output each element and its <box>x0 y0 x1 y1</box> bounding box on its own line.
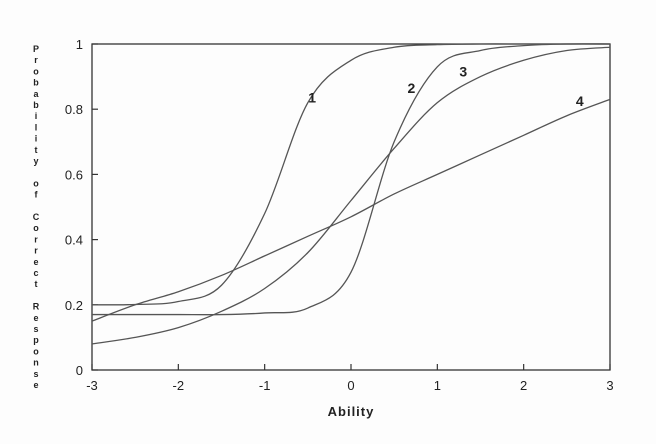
y-axis-title-char: e <box>33 257 38 267</box>
x-tick-labels: -3 -2 -1 0 1 2 3 <box>86 378 613 393</box>
x-axis-title: Ability <box>328 404 375 419</box>
y-axis-title-char: o <box>33 346 39 356</box>
curve-2 <box>91 43 611 316</box>
y-axis-title-char: r <box>34 55 38 65</box>
y-axis-title-char: t <box>35 279 38 289</box>
y-tick-label: 0.4 <box>65 233 83 248</box>
x-tick-label: 3 <box>606 378 613 393</box>
y-axis-title-char: e <box>33 380 38 390</box>
y-axis-title-char: R <box>33 302 40 312</box>
x-tick-label: 0 <box>347 378 354 393</box>
curve-1 <box>91 43 610 306</box>
y-axis-title-char: s <box>33 324 38 334</box>
x-tick-label: -2 <box>173 378 185 393</box>
x-tick-label: -3 <box>86 378 98 393</box>
curves <box>91 43 611 345</box>
plot-frame <box>91 43 611 371</box>
y-axis-title-char: b <box>33 78 39 88</box>
y-axis-title-char: s <box>33 369 38 379</box>
x-tick-label: -1 <box>259 378 271 393</box>
y-axis-title-char: t <box>35 145 38 155</box>
y-axis-title-char: f <box>35 190 39 200</box>
curve-4 <box>91 98 611 322</box>
axis-ticks <box>91 43 611 371</box>
y-axis-title-char: i <box>35 134 38 144</box>
y-axis-title-char: C <box>33 212 40 222</box>
y-tick-label: 1 <box>76 37 83 52</box>
y-axis-title-char: c <box>33 268 38 278</box>
y-axis-title-char: o <box>33 66 39 76</box>
y-axis-title-char: o <box>33 223 39 233</box>
curve-3 <box>91 46 611 345</box>
y-tick-label: 0 <box>76 363 83 378</box>
y-axis-title-char: b <box>33 100 39 110</box>
y-axis-title-char: a <box>33 89 39 99</box>
y-axis-title-char: r <box>34 246 38 256</box>
y-axis-title-char: y <box>33 156 38 166</box>
y-tick-label: 0.8 <box>65 102 83 117</box>
curve-label-1: 1 <box>308 90 316 106</box>
curve-label-3: 3 <box>459 64 467 80</box>
y-axis-title-char: n <box>33 358 39 368</box>
y-axis-title-char: P <box>33 44 39 54</box>
y-axis-title-char: p <box>33 335 39 345</box>
curve-label-2: 2 <box>408 80 416 96</box>
y-tick-label: 0.6 <box>65 167 83 182</box>
y-tick-labels: 0 0.2 0.4 0.6 0.8 1 <box>65 37 83 378</box>
y-tick-label: 0.2 <box>65 298 83 313</box>
y-axis-title-char: r <box>34 234 38 244</box>
x-tick-label: 1 <box>434 378 441 393</box>
curve-label-4: 4 <box>576 93 584 109</box>
x-tick-label: 2 <box>520 378 527 393</box>
y-axis-title-char: l <box>35 122 38 132</box>
y-axis-title-char: o <box>33 178 39 188</box>
curve-labels: 1 2 3 4 <box>308 64 584 109</box>
y-axis-title-char: i <box>35 111 38 121</box>
y-axis-title-char: e <box>33 313 38 323</box>
